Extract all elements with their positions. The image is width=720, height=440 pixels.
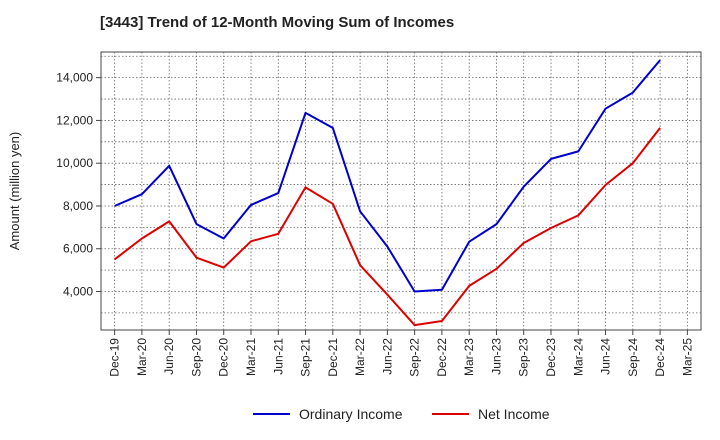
y-tick-label: 4,000	[63, 285, 93, 299]
x-tick-label: Jun-23	[489, 338, 503, 375]
x-tick-label: Mar-21	[244, 338, 258, 376]
x-tick-label: Jun-20	[162, 338, 176, 375]
legend-label-net-income: Net Income	[478, 406, 550, 422]
x-tick-label: Dec-22	[435, 338, 449, 377]
x-tick-label: Dec-23	[544, 338, 558, 377]
x-tick-label: Sep-20	[189, 338, 203, 377]
y-tick-label: 14,000	[56, 71, 93, 85]
x-tick-label: Jun-24	[599, 338, 613, 375]
x-tick-label: Mar-20	[135, 338, 149, 376]
y-tick-label: 6,000	[63, 242, 93, 256]
x-tick-label: Sep-23	[517, 338, 531, 377]
x-tick-label: Sep-21	[299, 338, 313, 377]
x-tick-label: Dec-21	[326, 338, 340, 377]
x-tick-label: Dec-20	[217, 338, 231, 377]
y-tick-label: 10,000	[56, 156, 93, 170]
x-tick-label: Sep-24	[626, 338, 640, 377]
x-tick-label: Dec-24	[653, 338, 667, 377]
x-tick-label: Sep-22	[408, 338, 422, 377]
legend-label-ordinary-income: Ordinary Income	[299, 406, 403, 422]
x-tick-label: Jun-22	[380, 338, 394, 375]
series-line-ordinary-income	[114, 59, 661, 293]
x-tick-label: Dec-19	[108, 338, 122, 377]
y-axis-label: Amount (million yen)	[7, 132, 22, 251]
x-tick-label: Jun-21	[271, 338, 285, 375]
x-tick-label: Mar-22	[353, 338, 367, 376]
plot-area	[100, 51, 702, 331]
x-tick-label: Mar-23	[462, 338, 476, 376]
chart-title: [3443] Trend of 12-Month Moving Sum of I…	[100, 14, 455, 31]
series-line-net-income	[113, 127, 661, 327]
x-tick-label: Mar-24	[571, 338, 585, 376]
y-tick-label: 12,000	[56, 113, 93, 127]
y-tick-label: 8,000	[63, 199, 93, 213]
x-tick-label: Mar-25	[680, 338, 694, 376]
